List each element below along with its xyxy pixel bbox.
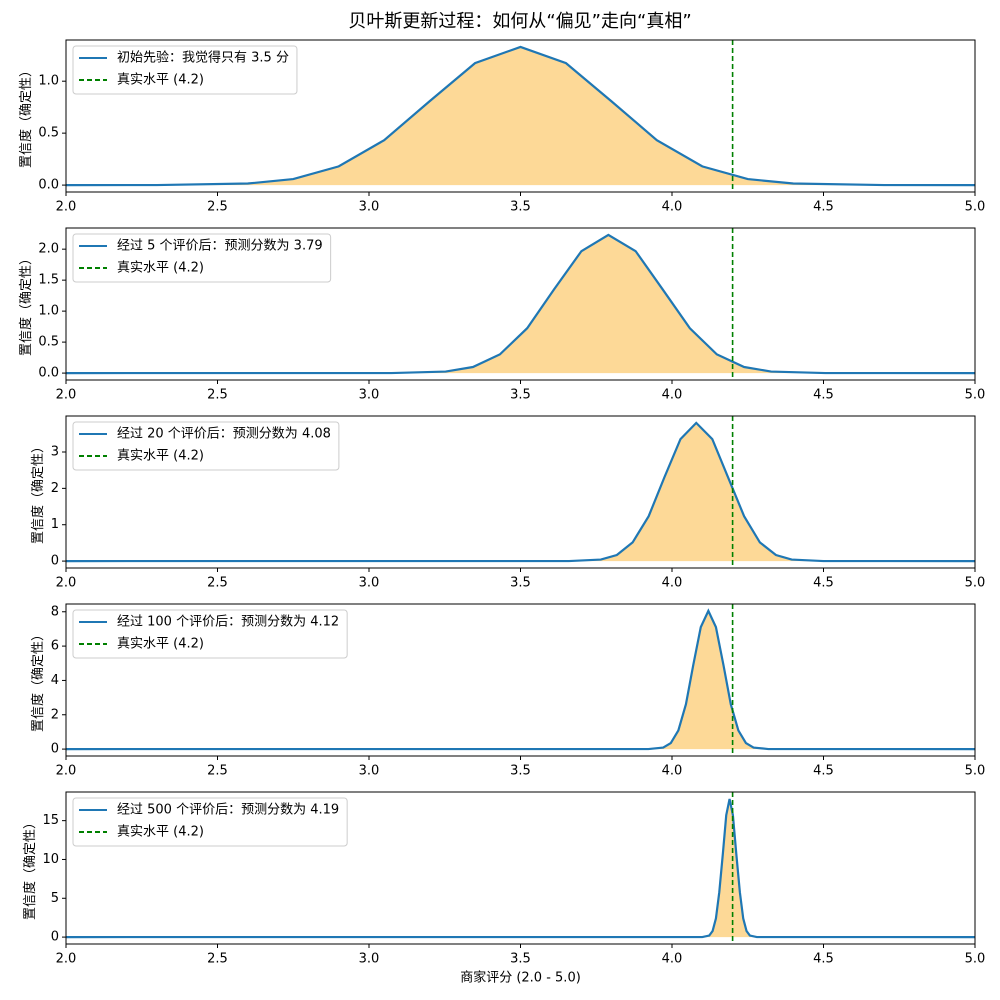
legend-label: 经过 5 个评价后：预测分数为 3.79: [117, 239, 323, 254]
y-tick-label: 10: [42, 852, 59, 867]
x-tick-label: 2.0: [56, 388, 77, 403]
x-tick-label: 4.0: [662, 576, 683, 591]
legend-box: [72, 609, 348, 659]
x-tick-label: 3.0: [359, 764, 380, 779]
legend-label: 真实水平 (4.2): [117, 449, 204, 464]
y-tick-label: 15: [42, 813, 59, 828]
x-tick-label: 5.0: [965, 576, 986, 591]
y-axis-label: 置信度（确定性）: [22, 816, 38, 920]
x-tick-label: 2.5: [207, 764, 228, 779]
x-tick-label: 3.5: [510, 764, 531, 779]
y-tick-label: 0.0: [38, 178, 59, 193]
x-tick-label: 4.0: [662, 952, 683, 967]
x-tick-label: 2.5: [207, 388, 228, 403]
subplot: 2.0 2.5 3.0 3.5 4.0 4.5 5.0 0.0 0.5 1.0 1.5 2.0 置信度（…: [18, 227, 986, 403]
y-axis-label: 置信度（确定性）: [30, 440, 46, 544]
x-tick-label: 5.0: [965, 388, 986, 403]
legend-label: 真实水平 (4.2): [117, 73, 204, 88]
line: [65, 608, 976, 751]
area-fill: [66, 422, 975, 562]
legend-label: 初始先验：我觉得只有 3.5 分: [117, 50, 289, 66]
legend-label: 真实水平 (4.2): [117, 637, 204, 652]
x-tick-label: 3.0: [359, 388, 380, 403]
legend-label: 真实水平 (4.2): [117, 261, 204, 276]
legend: 经过 100 个评价后：预测分数为 4.12 真实水平 (4.2): [72, 609, 348, 659]
legend: 经过 5 个评价后：预测分数为 3.79 真实水平 (4.2): [72, 233, 332, 283]
legend-label: 真实水平 (4.2): [117, 825, 204, 840]
x-tick-label: 4.5: [813, 388, 834, 403]
y-tick-label: 0.5: [38, 126, 59, 141]
y-tick-label: 1.5: [38, 273, 59, 288]
y-tick-label: 0: [51, 554, 59, 569]
x-tick-label: 4.5: [813, 952, 834, 967]
x-tick-label: 3.5: [510, 952, 531, 967]
legend-label: 经过 20 个评价后：预测分数为 4.08: [117, 427, 331, 442]
x-tick-label: 4.0: [662, 200, 683, 215]
figure-title: 贝叶斯更新过程：如何从“偏见”走向“真相”: [348, 11, 691, 32]
subplot: 2.0 2.5 3.0 3.5 4.0 4.5 5.0 0.0 0.5 1.0 置信度（确定性） 初始…: [18, 39, 986, 215]
y-tick-label: 0.5: [38, 335, 59, 350]
x-tick-label: 4.5: [813, 576, 834, 591]
legend-box: [72, 421, 340, 471]
x-tick-label: 4.5: [813, 200, 834, 215]
subplot: 2.0 2.5 3.0 3.5 4.0 4.5 5.0 0 1 2 3 置信度（确定性） 经过 20 个…: [30, 415, 986, 591]
legend: 经过 500 个评价后：预测分数为 4.19 真实水平 (4.2): [72, 797, 348, 847]
x-tick-label: 4.0: [662, 388, 683, 403]
legend: 经过 20 个评价后：预测分数为 4.08 真实水平 (4.2): [72, 421, 340, 471]
x-tick-label: 4.0: [662, 764, 683, 779]
line: [65, 421, 976, 563]
y-tick-label: 3: [51, 445, 59, 460]
x-tick-label: 2.0: [56, 764, 77, 779]
area-fill: [66, 46, 975, 186]
x-tick-label: 2.0: [56, 576, 77, 591]
y-axis-label: 置信度（确定性）: [18, 64, 34, 168]
y-tick-label: 6: [51, 639, 59, 654]
y-axis-label: 置信度（确定性）: [30, 628, 46, 732]
x-tick-label: 3.0: [359, 200, 380, 215]
x-tick-label: 3.5: [510, 200, 531, 215]
y-tick-label: 5: [51, 891, 59, 906]
y-tick-label: 4: [51, 673, 59, 688]
legend-box: [72, 45, 298, 95]
legend-label: 经过 500 个评价后：预测分数为 4.19: [117, 803, 339, 818]
x-tick-label: 3.5: [510, 388, 531, 403]
x-tick-label: 2.0: [56, 952, 77, 967]
x-tick-label: 3.5: [510, 576, 531, 591]
subplot: 2.0 2.5 3.0 3.5 4.0 4.5 5.0 0 2 4 6 8 置信度（确定性） 经过 100…: [30, 603, 986, 779]
y-tick-label: 0.0: [38, 366, 59, 381]
y-axis-label: 置信度（确定性）: [18, 252, 34, 356]
x-tick-label: 5.0: [965, 764, 986, 779]
legend-label: 经过 100 个评价后：预测分数为 4.12: [117, 615, 339, 630]
x-tick-label: 2.5: [207, 200, 228, 215]
y-tick-label: 2: [51, 707, 59, 722]
legend-box: [72, 233, 332, 283]
y-tick-label: 8: [51, 604, 59, 619]
x-tick-label: 2.5: [207, 952, 228, 967]
y-tick-label: 0: [51, 742, 59, 757]
x-tick-label: 5.0: [965, 952, 986, 967]
x-tick-label: 3.0: [359, 952, 380, 967]
line: [65, 45, 976, 187]
x-axis-label: 商家评分 (2.0 - 5.0): [460, 970, 581, 986]
line: [65, 798, 976, 939]
line: [65, 233, 976, 375]
subplot: 2.0 2.5 3.0 3.5 4.0 4.5 5.0 0 5 10 15 置信度（确定性） 商家评分 …: [22, 791, 986, 986]
x-tick-label: 4.5: [813, 764, 834, 779]
y-tick-label: 0: [51, 930, 59, 945]
y-tick-label: 1.0: [38, 304, 59, 319]
area-fill: [66, 234, 975, 374]
y-tick-label: 2: [51, 481, 59, 496]
x-tick-label: 2.5: [207, 576, 228, 591]
y-tick-label: 1.0: [38, 74, 59, 89]
legend-box: [72, 797, 348, 847]
x-tick-label: 3.0: [359, 576, 380, 591]
y-tick-label: 1: [51, 517, 59, 532]
y-tick-label: 2.0: [38, 242, 59, 257]
x-tick-label: 5.0: [965, 200, 986, 215]
x-tick-label: 2.0: [56, 200, 77, 215]
